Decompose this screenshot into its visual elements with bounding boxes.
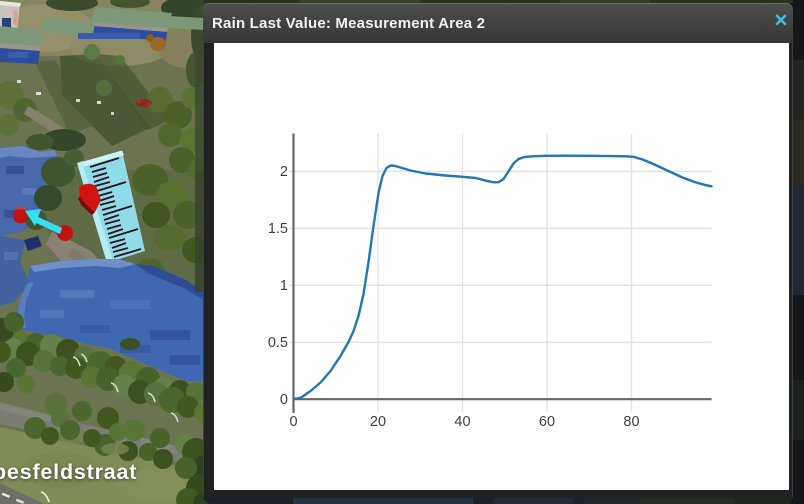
svg-text:2: 2 <box>279 164 287 180</box>
svg-text:0: 0 <box>279 392 287 408</box>
svg-text:1: 1 <box>279 278 287 294</box>
svg-text:0.5: 0.5 <box>267 335 287 351</box>
svg-text:40: 40 <box>454 414 470 430</box>
svg-text:20: 20 <box>369 414 385 430</box>
svg-text:0: 0 <box>289 414 297 430</box>
svg-text:80: 80 <box>623 414 639 430</box>
svg-text:1.5: 1.5 <box>267 221 287 237</box>
svg-text:60: 60 <box>538 414 554 430</box>
